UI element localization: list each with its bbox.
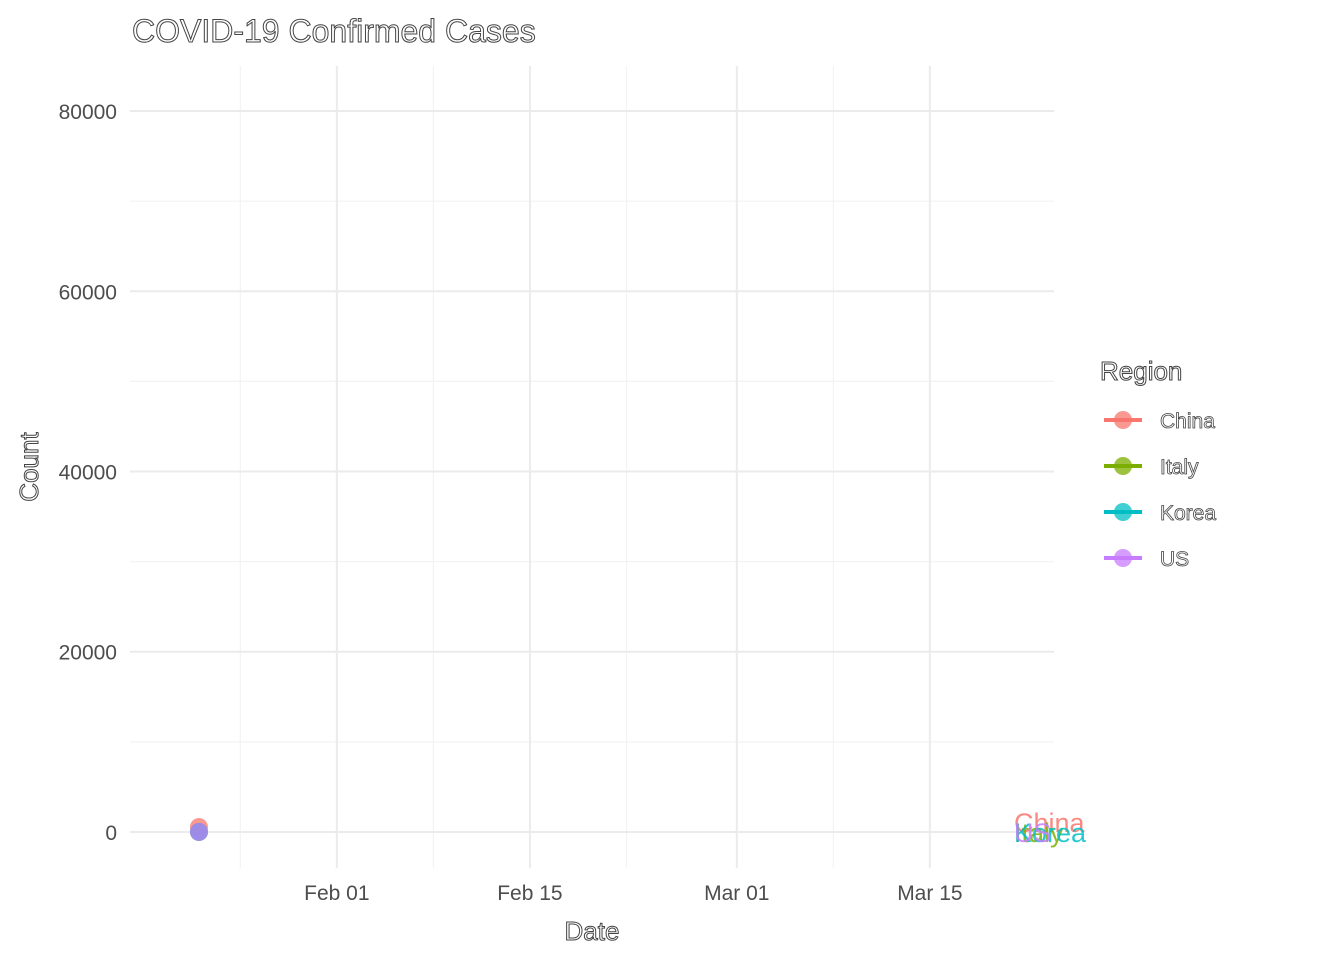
legend: Region China Italy Korea US (1100, 356, 1217, 572)
data-point-us (189, 822, 208, 841)
end-label-us: US (1014, 818, 1052, 848)
y-axis-title: Count (14, 432, 44, 502)
x-tick-label: Mar 15 (897, 882, 962, 905)
legend-label-china: China (1160, 410, 1215, 433)
grid (130, 66, 1054, 868)
legend-key-point-china (1114, 411, 1132, 429)
legend-key-point-us (1114, 549, 1132, 567)
x-tick-label: Feb 15 (497, 882, 562, 905)
y-tick-label: 60000 (59, 281, 117, 304)
y-tick-label: 40000 (59, 462, 117, 485)
legend-key-point-korea (1114, 503, 1132, 521)
end-label-italy: Italy (1014, 818, 1064, 848)
x-tick-label: Mar 01 (704, 882, 769, 905)
y-tick-label: 20000 (59, 642, 117, 665)
legend-label-italy: Italy (1160, 456, 1199, 479)
legend-label-us: US (1160, 548, 1189, 571)
x-tick-label: Feb 01 (304, 882, 369, 905)
data-points (189, 818, 208, 841)
legend-label-korea: Korea (1160, 502, 1216, 525)
end-label-china: China (1014, 808, 1086, 838)
legend-key-point-italy (1114, 457, 1132, 475)
y-axis-ticks: 0 20000 40000 60000 80000 (59, 101, 117, 845)
x-axis-ticks: Feb 01 Feb 15 Mar 01 Mar 15 (304, 882, 962, 905)
end-label-korea: Korea (1014, 818, 1087, 848)
x-axis-title: Date (565, 916, 620, 946)
y-tick-label: 80000 (59, 101, 117, 124)
y-tick-label: 0 (105, 822, 117, 845)
legend-title: Region (1100, 356, 1182, 386)
chart-title: COVID-19 Confirmed Cases (132, 13, 536, 49)
